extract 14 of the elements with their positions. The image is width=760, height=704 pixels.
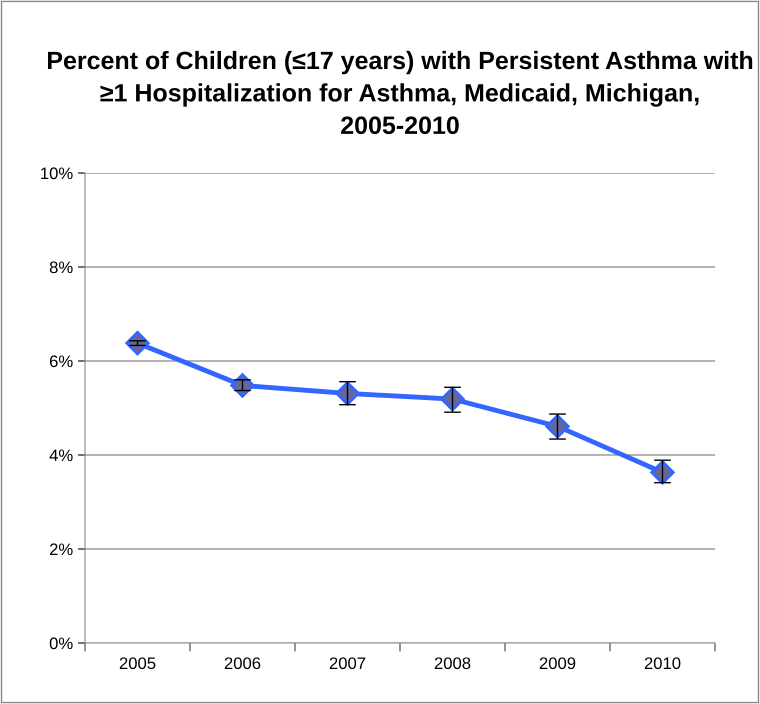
x-tick-label: 2010 [644,657,680,670]
y-tick-label: 10% [41,167,73,180]
y-tick-label: 4% [49,449,73,462]
x-tick-label: 2007 [330,657,366,670]
point [545,414,570,439]
y-tick-label: 0% [50,637,73,650]
y-tick-label: 8% [50,261,73,274]
y-tick-label: 2% [50,543,73,556]
x-tick-label: 2006 [224,657,260,670]
chart-title: Percent of Children (≤17 years) with Persistent Asthma with ≥1 Hospitalization for Asthma, Medicaid, Michigan, 2005-2010 [48,50,752,134]
x-tick-label: 2005 [120,657,156,670]
x-tick-label: 2008 [434,657,470,670]
y-tick-label: 6% [50,355,73,368]
x-tick-label: 2009 [540,657,576,670]
